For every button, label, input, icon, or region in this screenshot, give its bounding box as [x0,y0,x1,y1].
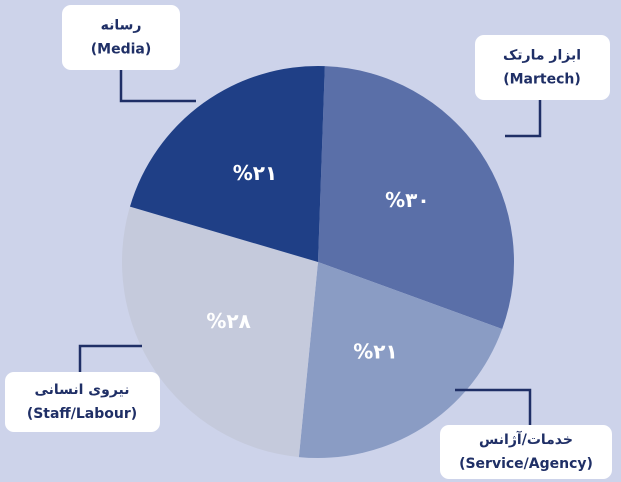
callout-line [78,344,142,372]
value-label: %۲۱ [353,340,397,364]
label-box [62,5,180,70]
category-label: نیروی انسانی [34,382,129,398]
category-label-en: (Staff/Labour) [27,406,137,422]
category-label: خدمات/آژانس [479,430,573,448]
category-label-en: (Martech) [503,72,581,88]
label-box [5,372,160,432]
pie-slice [318,66,514,330]
label-box [475,35,610,100]
category-label: ابزار مارتک [503,48,581,64]
category-label-en: (Service/Agency) [459,456,593,472]
pie-slice [121,206,318,458]
pie-slice [129,65,325,263]
pie-slice [298,262,503,459]
value-label: %۲۸ [206,309,250,333]
callout-line [119,70,196,103]
value-label: %۲۱ [233,161,277,185]
value-label: %۳۰ [385,188,429,212]
callout-line [505,100,542,138]
callout-line [455,388,532,425]
category-label: رسانه [101,18,142,34]
category-label-en: (Media) [91,42,152,58]
label-box [440,425,612,479]
